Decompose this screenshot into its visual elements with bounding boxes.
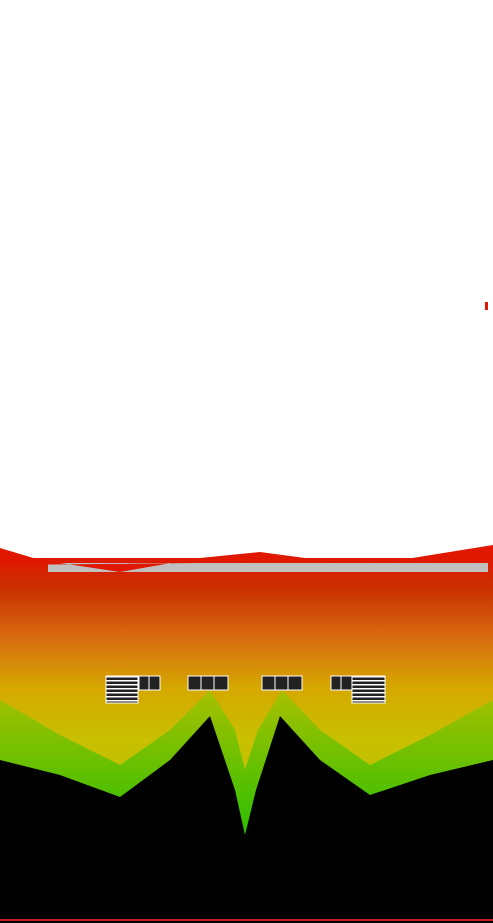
device-cell (340, 675, 353, 691)
striped-device (105, 675, 139, 704)
device-cell (274, 675, 289, 691)
gray-strip (48, 563, 488, 572)
red-speck (485, 302, 488, 310)
devices (105, 675, 386, 704)
red-fringe (0, 545, 493, 572)
device-cell (330, 675, 342, 691)
device-cell (213, 675, 229, 691)
device-cell (287, 675, 303, 691)
device-cell (148, 675, 161, 691)
device-cell (187, 675, 202, 691)
device-cell (200, 675, 215, 691)
device-cell (261, 675, 276, 691)
bottom-line (0, 919, 493, 921)
device-cell (138, 675, 150, 691)
dark-region (0, 716, 493, 923)
striped-device (351, 675, 386, 704)
